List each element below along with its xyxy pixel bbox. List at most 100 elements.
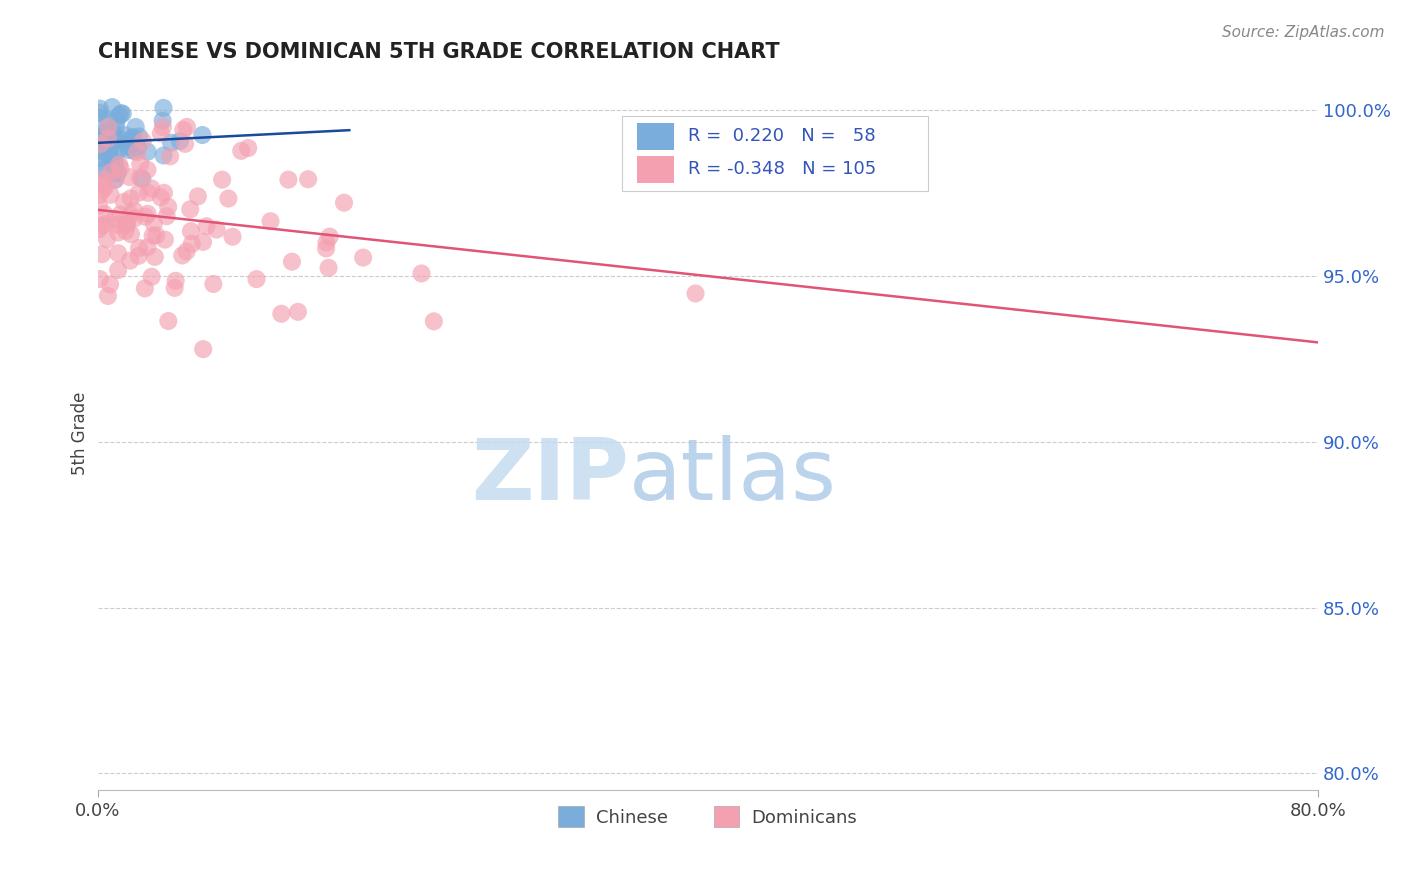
Point (89, 105, 111, 120)
Point (118, 143, 141, 157)
Point (191, 128, 214, 142)
Point (270, 307, 292, 321)
Point (101, 100, 124, 114)
Point (91, 172, 114, 186)
Point (281, 254, 304, 268)
Point (172, 123, 194, 137)
Point (103, 159, 125, 173)
Point (90, 219, 112, 233)
Point (112, 194, 135, 209)
Text: Source: ZipAtlas.com: Source: ZipAtlas.com (1222, 25, 1385, 40)
Point (87, 188, 110, 202)
Point (124, 144, 146, 158)
Point (98, 129, 121, 144)
Point (211, 172, 233, 186)
Point (152, 120, 174, 134)
Point (180, 236, 202, 251)
Point (87, 163, 110, 178)
FancyBboxPatch shape (637, 123, 673, 150)
Point (152, 148, 174, 162)
Point (132, 134, 155, 148)
Point (193, 342, 215, 356)
Point (96, 232, 118, 246)
Point (217, 192, 239, 206)
Point (105, 113, 128, 128)
Point (120, 253, 142, 268)
Point (125, 120, 148, 134)
Point (129, 170, 152, 185)
Text: R =  0.220   N =   58: R = 0.220 N = 58 (689, 128, 876, 145)
Point (89, 136, 111, 151)
Point (128, 129, 150, 144)
Point (121, 136, 143, 151)
Point (179, 202, 201, 217)
Legend: Chinese, Dominicans: Chinese, Dominicans (551, 799, 865, 834)
Point (205, 222, 228, 236)
Point (98, 277, 121, 292)
Point (287, 305, 309, 319)
Point (108, 108, 131, 122)
Point (110, 207, 132, 221)
Point (93, 126, 115, 140)
Point (93, 162, 115, 177)
Point (100, 165, 122, 179)
Point (131, 171, 153, 186)
Point (100, 140, 122, 154)
Point (136, 162, 159, 177)
Point (117, 139, 139, 153)
Point (142, 228, 165, 243)
Point (105, 166, 128, 180)
Text: ZIP: ZIP (471, 434, 628, 518)
FancyBboxPatch shape (637, 155, 673, 183)
Point (195, 219, 218, 234)
Point (89, 111, 111, 125)
Point (115, 218, 138, 232)
Point (411, 267, 433, 281)
Point (176, 120, 198, 134)
Point (107, 246, 129, 260)
Point (103, 151, 125, 165)
Point (108, 143, 131, 157)
Point (96, 125, 118, 139)
Point (97, 112, 120, 127)
Point (128, 249, 150, 263)
Point (115, 217, 138, 231)
Point (315, 235, 337, 250)
Point (89, 129, 111, 144)
Point (129, 157, 152, 171)
Point (122, 211, 145, 226)
FancyBboxPatch shape (623, 116, 928, 191)
Point (221, 229, 243, 244)
Point (94, 179, 117, 194)
Point (152, 113, 174, 128)
Point (142, 217, 165, 231)
Text: R = -0.348   N = 105: R = -0.348 N = 105 (689, 161, 876, 178)
Point (103, 211, 125, 226)
Point (101, 155, 124, 169)
Point (152, 101, 174, 115)
Y-axis label: 5th Grade: 5th Grade (72, 392, 89, 475)
Point (108, 157, 131, 171)
Point (157, 200, 180, 214)
Point (165, 274, 187, 288)
Point (174, 136, 197, 151)
Point (122, 203, 145, 218)
Point (259, 214, 281, 228)
Point (87, 222, 110, 236)
Point (89, 178, 111, 192)
Point (423, 314, 446, 328)
Point (156, 209, 179, 223)
Point (127, 145, 149, 160)
Point (91, 183, 114, 197)
Point (172, 248, 194, 262)
Point (104, 172, 127, 186)
Point (157, 314, 180, 328)
Point (136, 240, 159, 254)
Point (163, 281, 186, 295)
Point (297, 172, 319, 186)
Point (159, 149, 181, 163)
Point (121, 132, 143, 146)
Point (149, 190, 172, 204)
Point (333, 195, 356, 210)
Point (107, 130, 129, 145)
